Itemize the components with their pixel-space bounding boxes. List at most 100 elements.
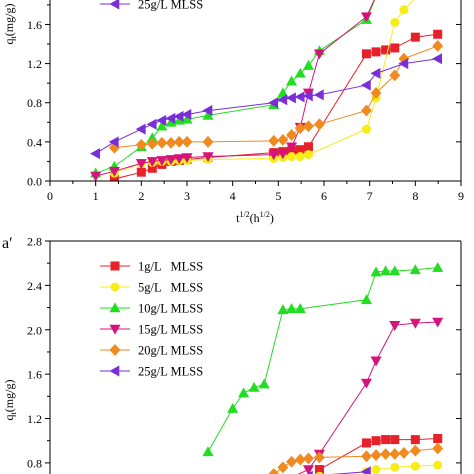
data-point bbox=[173, 154, 185, 165]
data-point bbox=[227, 402, 239, 413]
legend-bottom: 1g/L MLSS 5g/L MLSS 10g/L MLSS 15g/L MLSS 20… bbox=[100, 260, 203, 379]
y-label-sub-top: t bbox=[9, 35, 18, 38]
data-point bbox=[381, 45, 391, 55]
legend-label: 25g/L MLSS bbox=[138, 0, 203, 12]
data-point bbox=[432, 262, 444, 272]
y-tick-label: 2.4 bbox=[27, 279, 42, 293]
series-20g-l-mlss-bot bbox=[268, 442, 444, 474]
data-point bbox=[432, 40, 444, 52]
data-point bbox=[410, 32, 420, 42]
data-point bbox=[258, 378, 270, 389]
x-tick-label: 7 bbox=[367, 189, 373, 203]
data-point bbox=[268, 468, 280, 474]
series-line bbox=[114, 45, 438, 149]
legend-marker bbox=[110, 261, 120, 271]
y-axis-label-top: qt(mg/g) bbox=[2, 4, 18, 45]
data-point bbox=[389, 448, 401, 460]
series-20g-l-mlss-top bbox=[108, 40, 444, 154]
x-tick-label: 3 bbox=[184, 189, 190, 203]
data-point bbox=[238, 387, 250, 398]
data-point bbox=[277, 133, 289, 146]
legend-label: 1g/L MLSS bbox=[138, 260, 203, 274]
data-point bbox=[370, 356, 382, 367]
x-label-t: t bbox=[236, 211, 240, 225]
data-point bbox=[286, 303, 298, 313]
data-point bbox=[370, 86, 382, 99]
data-point bbox=[90, 148, 100, 160]
data-point bbox=[287, 152, 297, 162]
data-point bbox=[181, 108, 192, 120]
data-point bbox=[390, 462, 400, 472]
data-point bbox=[361, 124, 371, 134]
x-tick-label: 9 bbox=[458, 189, 464, 203]
data-point bbox=[370, 449, 382, 462]
data-point bbox=[181, 135, 193, 148]
data-point bbox=[303, 142, 313, 152]
data-point bbox=[371, 465, 381, 474]
series-1g-l-mlss-bot bbox=[314, 433, 443, 474]
y-label-q-bottom: q bbox=[2, 414, 16, 420]
y-tick-label: 1.6 bbox=[27, 18, 42, 32]
x-tick-label: 0 bbox=[47, 189, 53, 203]
data-point bbox=[294, 453, 306, 466]
data-point bbox=[294, 303, 306, 313]
data-point bbox=[303, 150, 313, 160]
data-point bbox=[399, 5, 409, 15]
data-point bbox=[165, 112, 176, 124]
x-ticks-top: 0 1 2 3 4 5 6 7 8 9 bbox=[47, 181, 464, 203]
data-point bbox=[314, 451, 325, 464]
data-point bbox=[286, 75, 298, 86]
data-point bbox=[165, 136, 177, 149]
data-point bbox=[361, 49, 371, 59]
y-tick-label: 0.0 bbox=[27, 175, 42, 189]
y-label-units-top: (mg/g) bbox=[2, 4, 16, 37]
x-tick-label: 6 bbox=[321, 189, 327, 203]
legend-top: 25g/L MLSS bbox=[100, 0, 203, 12]
data-point bbox=[90, 171, 102, 181]
data-point bbox=[409, 444, 421, 457]
data-point bbox=[432, 53, 443, 65]
y-tick-label: 0.8 bbox=[27, 456, 42, 470]
legend-label: 10g/L MLSS bbox=[138, 302, 203, 316]
data-point bbox=[361, 438, 371, 448]
series-10g-l-mlss-top bbox=[90, 0, 376, 178]
data-point bbox=[360, 12, 372, 23]
x-label-t-sup: 1/2 bbox=[239, 210, 249, 219]
data-point bbox=[136, 167, 146, 177]
data-point bbox=[410, 461, 420, 471]
data-point bbox=[370, 67, 381, 79]
plot-series-bottom bbox=[202, 262, 444, 474]
legend-marker bbox=[109, 324, 121, 335]
legend-label: 15g/L MLSS bbox=[138, 323, 203, 337]
data-point bbox=[389, 69, 401, 82]
data-point bbox=[285, 92, 296, 104]
data-point bbox=[361, 104, 372, 117]
x-tick-label: 5 bbox=[275, 189, 281, 203]
x-label-h-sup: 1/2 bbox=[260, 210, 270, 219]
y-tick-label: 1.6 bbox=[27, 368, 42, 382]
data-point bbox=[268, 97, 279, 109]
data-point bbox=[135, 138, 147, 151]
legend-item: 10g/L MLSS bbox=[100, 302, 203, 316]
series-line bbox=[207, 267, 438, 453]
data-point bbox=[360, 466, 371, 474]
legend-label: 5g/L MLSS bbox=[138, 281, 203, 295]
y-tick-label: 1.2 bbox=[27, 57, 42, 71]
data-point bbox=[277, 94, 288, 106]
x-axis-label-top: t1/2(h1/2) bbox=[236, 210, 274, 225]
data-point bbox=[156, 120, 168, 131]
data-point bbox=[398, 58, 409, 70]
data-point bbox=[268, 134, 280, 147]
y-label-q-top: q bbox=[2, 38, 16, 44]
plot-series-top bbox=[90, 0, 444, 181]
data-point bbox=[370, 266, 382, 277]
data-point bbox=[173, 135, 185, 148]
data-point bbox=[146, 157, 158, 168]
data-point bbox=[313, 49, 325, 60]
data-point bbox=[371, 436, 381, 446]
data-point bbox=[248, 381, 260, 392]
series-25g-l-mlss-top bbox=[90, 53, 443, 160]
data-point bbox=[286, 455, 297, 468]
legend-marker bbox=[109, 365, 120, 377]
